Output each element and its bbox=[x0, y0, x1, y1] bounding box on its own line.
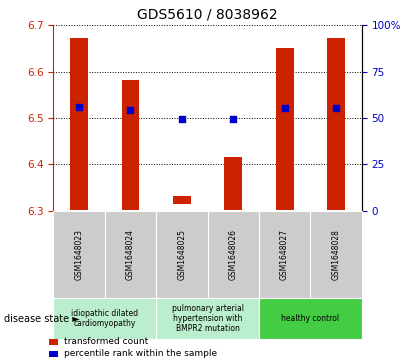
Text: GSM1648026: GSM1648026 bbox=[229, 229, 238, 280]
Text: GSM1648025: GSM1648025 bbox=[178, 229, 186, 280]
Point bbox=[76, 105, 82, 110]
Title: GDS5610 / 8038962: GDS5610 / 8038962 bbox=[137, 8, 278, 21]
Text: pulmonary arterial
hypertension with
BMPR2 mutation: pulmonary arterial hypertension with BMP… bbox=[171, 303, 244, 334]
Bar bbox=[173, 196, 191, 204]
Bar bbox=[276, 48, 293, 209]
Text: transformed count: transformed count bbox=[64, 338, 148, 346]
Point bbox=[333, 105, 339, 111]
Bar bbox=[224, 157, 242, 209]
Text: GSM1648027: GSM1648027 bbox=[280, 229, 289, 280]
Text: disease state ►: disease state ► bbox=[4, 314, 80, 323]
Bar bbox=[122, 80, 139, 209]
Text: percentile rank within the sample: percentile rank within the sample bbox=[64, 350, 217, 358]
Point bbox=[281, 105, 288, 111]
Text: GSM1648023: GSM1648023 bbox=[75, 229, 83, 280]
Text: idiopathic dilated
cardiomyopathy: idiopathic dilated cardiomyopathy bbox=[71, 309, 139, 328]
Point bbox=[178, 117, 185, 122]
Point bbox=[127, 107, 134, 113]
Bar bbox=[70, 38, 88, 209]
Text: healthy control: healthy control bbox=[281, 314, 339, 323]
Text: GSM1648024: GSM1648024 bbox=[126, 229, 135, 280]
Point bbox=[230, 116, 237, 122]
Text: GSM1648028: GSM1648028 bbox=[332, 229, 340, 280]
Bar bbox=[327, 38, 345, 209]
